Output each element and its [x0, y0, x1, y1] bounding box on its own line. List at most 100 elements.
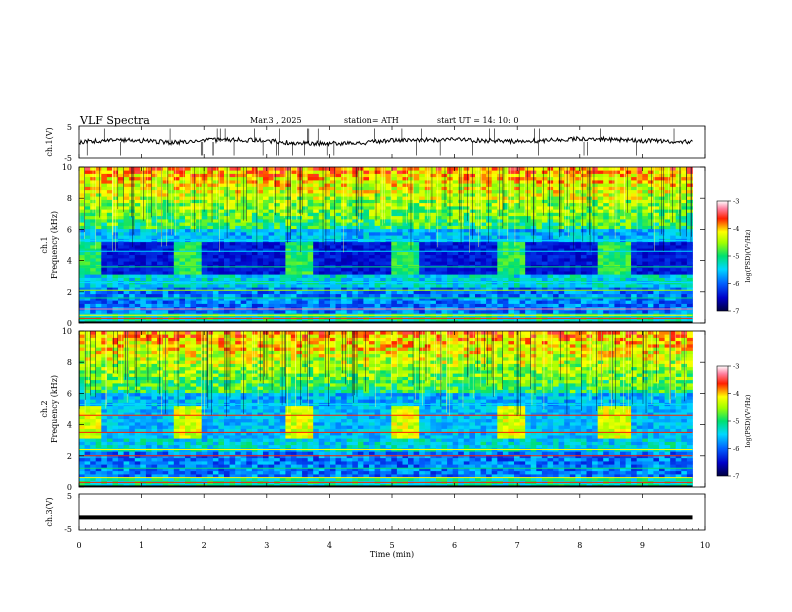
- spectrogram-cell: [201, 319, 208, 323]
- spectrogram-cell: [603, 173, 610, 178]
- spectrogram-cell: [419, 241, 426, 246]
- spectrogram-cell: [631, 173, 638, 178]
- spectrogram-cell: [296, 228, 303, 233]
- spectrogram-cell: [647, 222, 654, 226]
- spectrogram-cell: [251, 287, 258, 291]
- spectrogram-cell: [564, 222, 571, 226]
- spectrogram-cell: [179, 277, 186, 282]
- spectrogram-cell: [625, 196, 632, 200]
- spectrogram-cell: [480, 264, 487, 269]
- spectrogram-cell: [190, 206, 197, 210]
- spectrogram-cell: [296, 284, 303, 288]
- spectrogram-cell: [352, 261, 359, 265]
- spectrogram-cell: [396, 248, 403, 252]
- spectrogram-cell: [140, 225, 147, 230]
- spectrogram-cell: [313, 254, 320, 259]
- spectrogram-cell: [302, 225, 309, 230]
- spectrogram-cell: [463, 232, 470, 236]
- spectrogram-cell: [374, 287, 381, 291]
- spectrogram-cell: [435, 173, 442, 178]
- spectrogram-cell: [235, 183, 242, 187]
- spectrogram-cell: [385, 264, 392, 269]
- spectrogram-cell: [118, 254, 124, 259]
- spectrogram-cell: [302, 186, 309, 191]
- spectrogram-cell: [569, 193, 576, 197]
- spectrogram-cell: [575, 206, 582, 210]
- spectrogram-cell: [235, 212, 242, 217]
- spectrogram-cell: [145, 241, 152, 246]
- spectrogram-cell: [318, 303, 325, 308]
- spectrogram-cell: [547, 274, 554, 278]
- ch1-voltage-trace: [78, 128, 693, 156]
- spectrogram-cell: [603, 232, 610, 236]
- spectrogram-cell: [452, 212, 459, 217]
- spectrogram-cell: [603, 300, 610, 304]
- spectrogram-cell: [357, 186, 364, 191]
- spectrogram-cell: [435, 183, 442, 187]
- spectrogram-cell: [196, 303, 203, 308]
- spectrogram-cell: [251, 245, 258, 249]
- spectrogram-cell: [525, 199, 532, 204]
- spectrogram-cell: [374, 245, 381, 249]
- spectrogram-cell: [620, 206, 626, 210]
- spectrogram-cell: [625, 209, 632, 213]
- spectrogram-cell: [296, 274, 303, 278]
- spectrogram-cell: [558, 241, 565, 246]
- spectrogram-cell: [508, 219, 515, 223]
- spectrogram-cell: [95, 241, 102, 246]
- spectrogram-cell: [575, 300, 582, 304]
- spectrogram-cell: [642, 209, 649, 213]
- spectrogram-cell: [268, 219, 275, 223]
- spectrogram-cell: [396, 241, 403, 246]
- spectrogram-cell: [140, 258, 147, 262]
- spectrogram-cell: [592, 271, 599, 275]
- spectrogram-cell: [647, 248, 654, 252]
- spectrogram-cell: [413, 235, 420, 239]
- spectrogram-cell: [240, 251, 247, 256]
- spectrogram-cell: [435, 310, 442, 314]
- spectrogram-cell: [391, 264, 398, 269]
- spectrogram-cell: [502, 277, 509, 282]
- spectrogram-cell: [279, 319, 286, 323]
- spectrogram-cell: [145, 297, 152, 301]
- spectrogram-cell: [480, 176, 487, 181]
- spectrogram-cell: [430, 258, 437, 262]
- spectrogram-cell: [140, 235, 147, 239]
- spectrogram-cell: [302, 219, 309, 223]
- spectrogram-cell: [179, 235, 186, 239]
- spectrogram-cell: [95, 212, 102, 217]
- spectrogram-cell: [597, 277, 604, 282]
- spectrogram-cell: [201, 245, 208, 249]
- ch1-spectrogram-heatmap: [79, 167, 693, 323]
- spectrogram-cell: [374, 225, 381, 230]
- spectrogram-cell: [257, 232, 264, 236]
- spectrogram-cell: [118, 251, 124, 256]
- spectrogram-cell: [491, 225, 498, 230]
- spectrogram-cell: [497, 290, 504, 295]
- spectrogram-cell: [458, 245, 465, 249]
- spectrogram-cell: [151, 310, 158, 314]
- spectrogram-cell: [229, 293, 236, 298]
- spectrogram-cell: [435, 319, 442, 323]
- spectrogram-cell: [396, 193, 403, 197]
- spectrogram-cell: [145, 248, 152, 252]
- spectrogram-cell: [145, 232, 152, 236]
- spectrogram-cell: [580, 209, 587, 213]
- spectrogram-cell: [190, 232, 197, 236]
- spectrogram-cell: [173, 183, 180, 187]
- spectrogram-cell: [274, 319, 281, 323]
- spectrogram-cell: [419, 258, 426, 262]
- spectrogram-cell: [536, 176, 543, 181]
- spectrogram-cell: [525, 183, 532, 187]
- spectrogram-cell: [463, 271, 470, 275]
- spectrogram-cell: [207, 193, 214, 197]
- spectrogram-cell: [553, 173, 560, 178]
- spectrogram-cell: [201, 287, 208, 291]
- spectrogram-cell: [514, 297, 520, 301]
- spectrogram-cell: [463, 277, 470, 282]
- spectrogram-cell: [547, 287, 554, 291]
- spectrogram-cell: [391, 196, 398, 200]
- spectrogram-cell: [463, 215, 470, 220]
- spectrogram-cell: [625, 251, 632, 256]
- spectrogram-cell: [129, 287, 136, 291]
